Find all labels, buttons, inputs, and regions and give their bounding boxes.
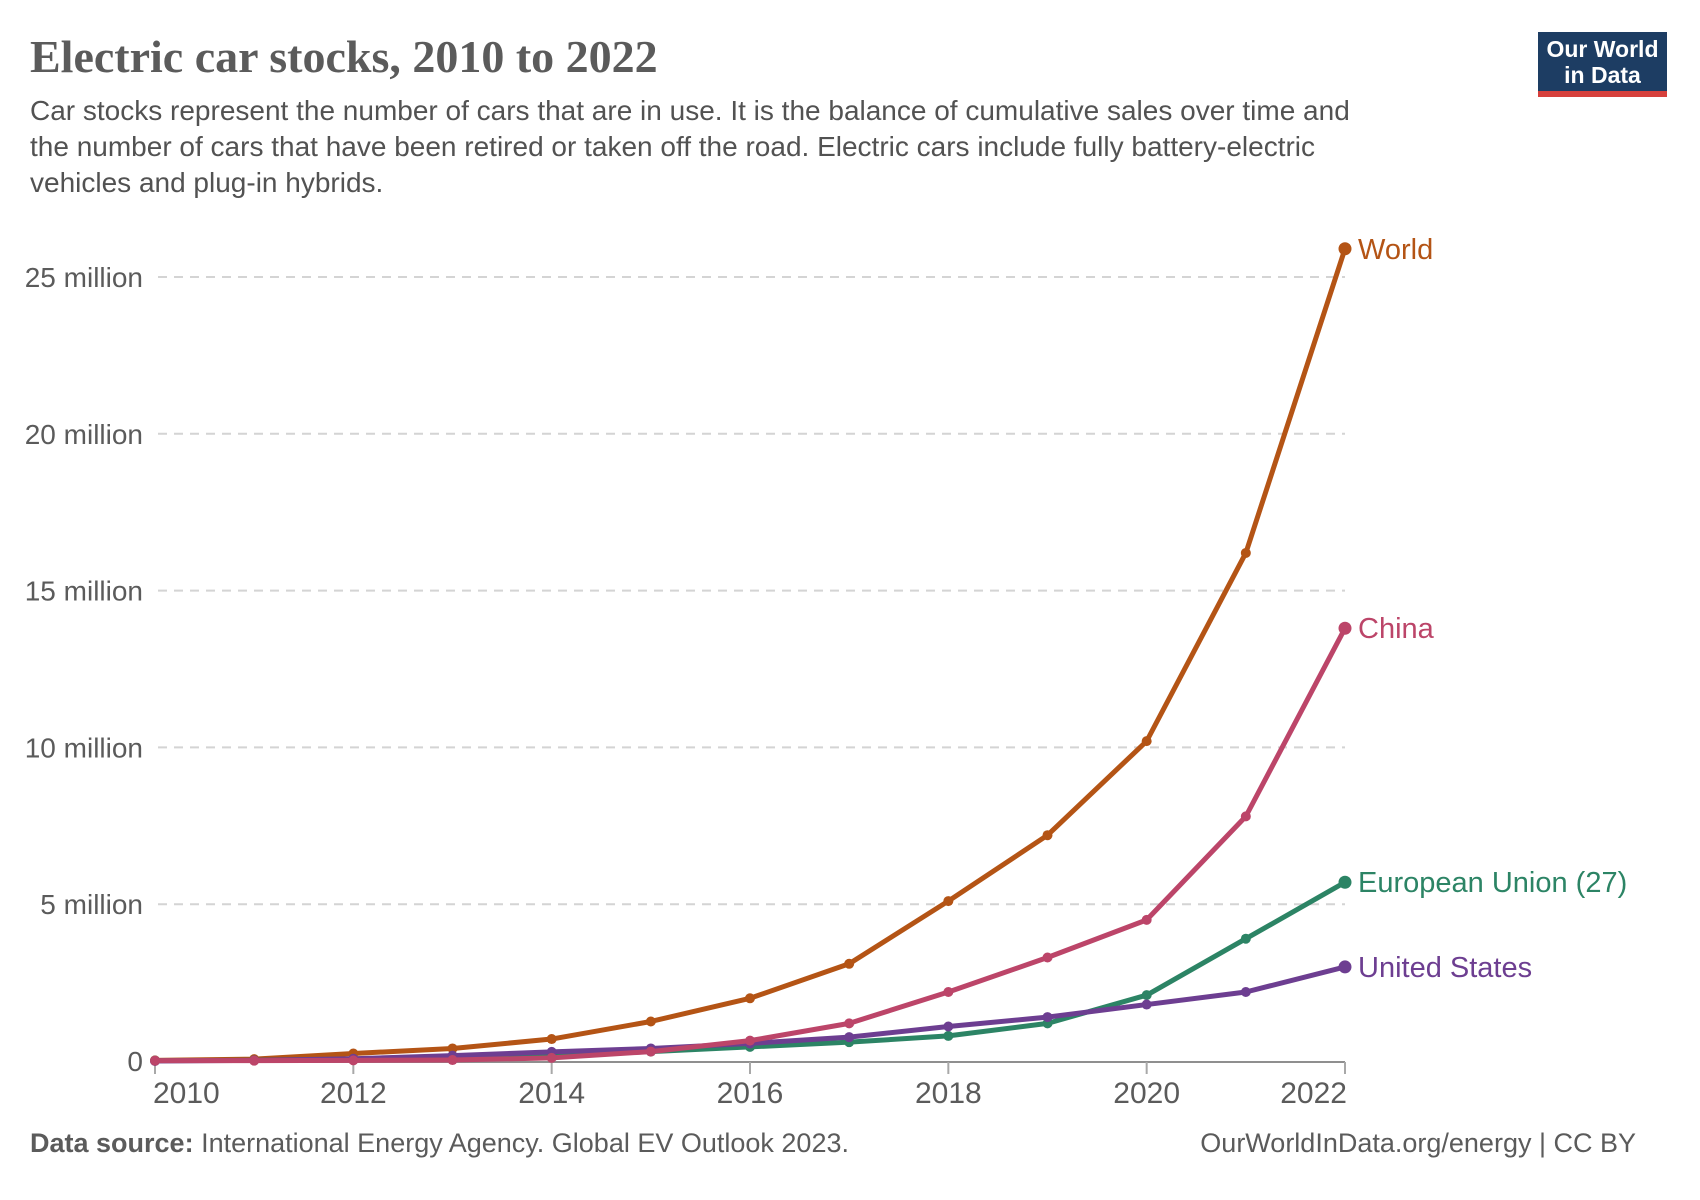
series-point-world-2020	[1141, 736, 1152, 747]
series-point-china-2016	[745, 1035, 755, 1046]
x-tick-label-2022: 2022	[1280, 1077, 1347, 1110]
series-point-european-union-27-2022	[1338, 875, 1352, 889]
series-point-united-states-2017	[844, 1032, 855, 1043]
y-tick-label-0: 0	[127, 1046, 143, 1077]
series-point-world-2015	[645, 1016, 656, 1027]
series-label-china[interactable]: China	[1358, 613, 1435, 645]
chart-title: Electric car stocks, 2010 to 2022	[30, 31, 658, 82]
series-point-china-2012	[348, 1055, 359, 1066]
series-point-china-2018	[943, 987, 954, 998]
series-point-china-2015	[645, 1046, 656, 1057]
series-label-united-states[interactable]: United States	[1358, 952, 1532, 984]
series-point-world-2013	[447, 1043, 458, 1054]
series-point-world-2022	[1338, 242, 1352, 256]
series-point-united-states-2020	[1141, 999, 1152, 1010]
series-point-united-states-2018	[943, 1021, 954, 1032]
data-source-label: Data source:	[30, 1128, 194, 1158]
series-point-china-2022	[1338, 621, 1352, 635]
series-point-china-2011	[249, 1055, 260, 1066]
series-point-china-2020	[1141, 914, 1152, 925]
y-tick-label-15: 15 million	[25, 576, 143, 607]
series-point-china-2013	[447, 1055, 458, 1066]
y-tick-label-20: 20 million	[25, 419, 143, 450]
series-point-world-2017	[844, 958, 855, 969]
x-tick-label-2016: 2016	[717, 1077, 784, 1110]
series-point-european-union-27-2018	[943, 1030, 954, 1041]
series-point-world-2016	[745, 993, 755, 1004]
series-point-world-2014	[546, 1034, 557, 1045]
data-source: Data source: International Energy Agency…	[30, 1128, 849, 1159]
owid-logo-line1: Our World	[1546, 35, 1659, 62]
series-point-world-2021	[1240, 547, 1251, 558]
chart-subtitle: Car stocks represent the number of cars …	[30, 95, 1350, 198]
owid-logo-line2: in Data	[1564, 61, 1641, 88]
series-line-european-union-27[interactable]	[152, 879, 1348, 1064]
series-label-european-union-27[interactable]: European Union (27)	[1358, 867, 1627, 899]
series-line-world[interactable]	[152, 246, 1348, 1063]
y-tick-label-25: 25 million	[25, 262, 143, 293]
data-source-text: International Energy Agency. Global EV O…	[193, 1128, 849, 1158]
owid-logo[interactable]: Our World in Data	[1538, 32, 1667, 97]
x-tick-label-2010: 2010	[153, 1077, 220, 1110]
series-point-european-union-27-2020	[1141, 990, 1152, 1001]
series-point-china-2014	[546, 1052, 557, 1063]
series-point-china-2021	[1240, 811, 1251, 822]
x-tick-label-2020: 2020	[1113, 1077, 1180, 1110]
series-point-china-2019	[1042, 952, 1053, 963]
y-tick-label-10: 10 million	[25, 732, 143, 763]
series-point-world-2019	[1042, 830, 1053, 841]
y-tick-label-5: 5 million	[40, 889, 143, 920]
series-point-united-states-2022	[1338, 960, 1352, 974]
chart-footer: Data source: International Energy Agency…	[30, 1128, 1636, 1159]
series-point-european-union-27-2021	[1240, 933, 1251, 944]
series-point-united-states-2021	[1240, 987, 1251, 998]
series-label-world[interactable]: World	[1358, 234, 1433, 266]
x-tick-label-2014: 2014	[518, 1077, 585, 1110]
credit-link[interactable]: OurWorldInData.org/energy | CC BY	[1200, 1128, 1636, 1158]
series-point-china-2017	[844, 1018, 855, 1029]
series-point-china-2010	[150, 1055, 160, 1066]
series-point-world-2018	[943, 896, 954, 907]
series-point-united-states-2019	[1042, 1012, 1053, 1023]
x-tick-label-2018: 2018	[915, 1077, 982, 1110]
x-tick-label-2012: 2012	[320, 1077, 387, 1110]
